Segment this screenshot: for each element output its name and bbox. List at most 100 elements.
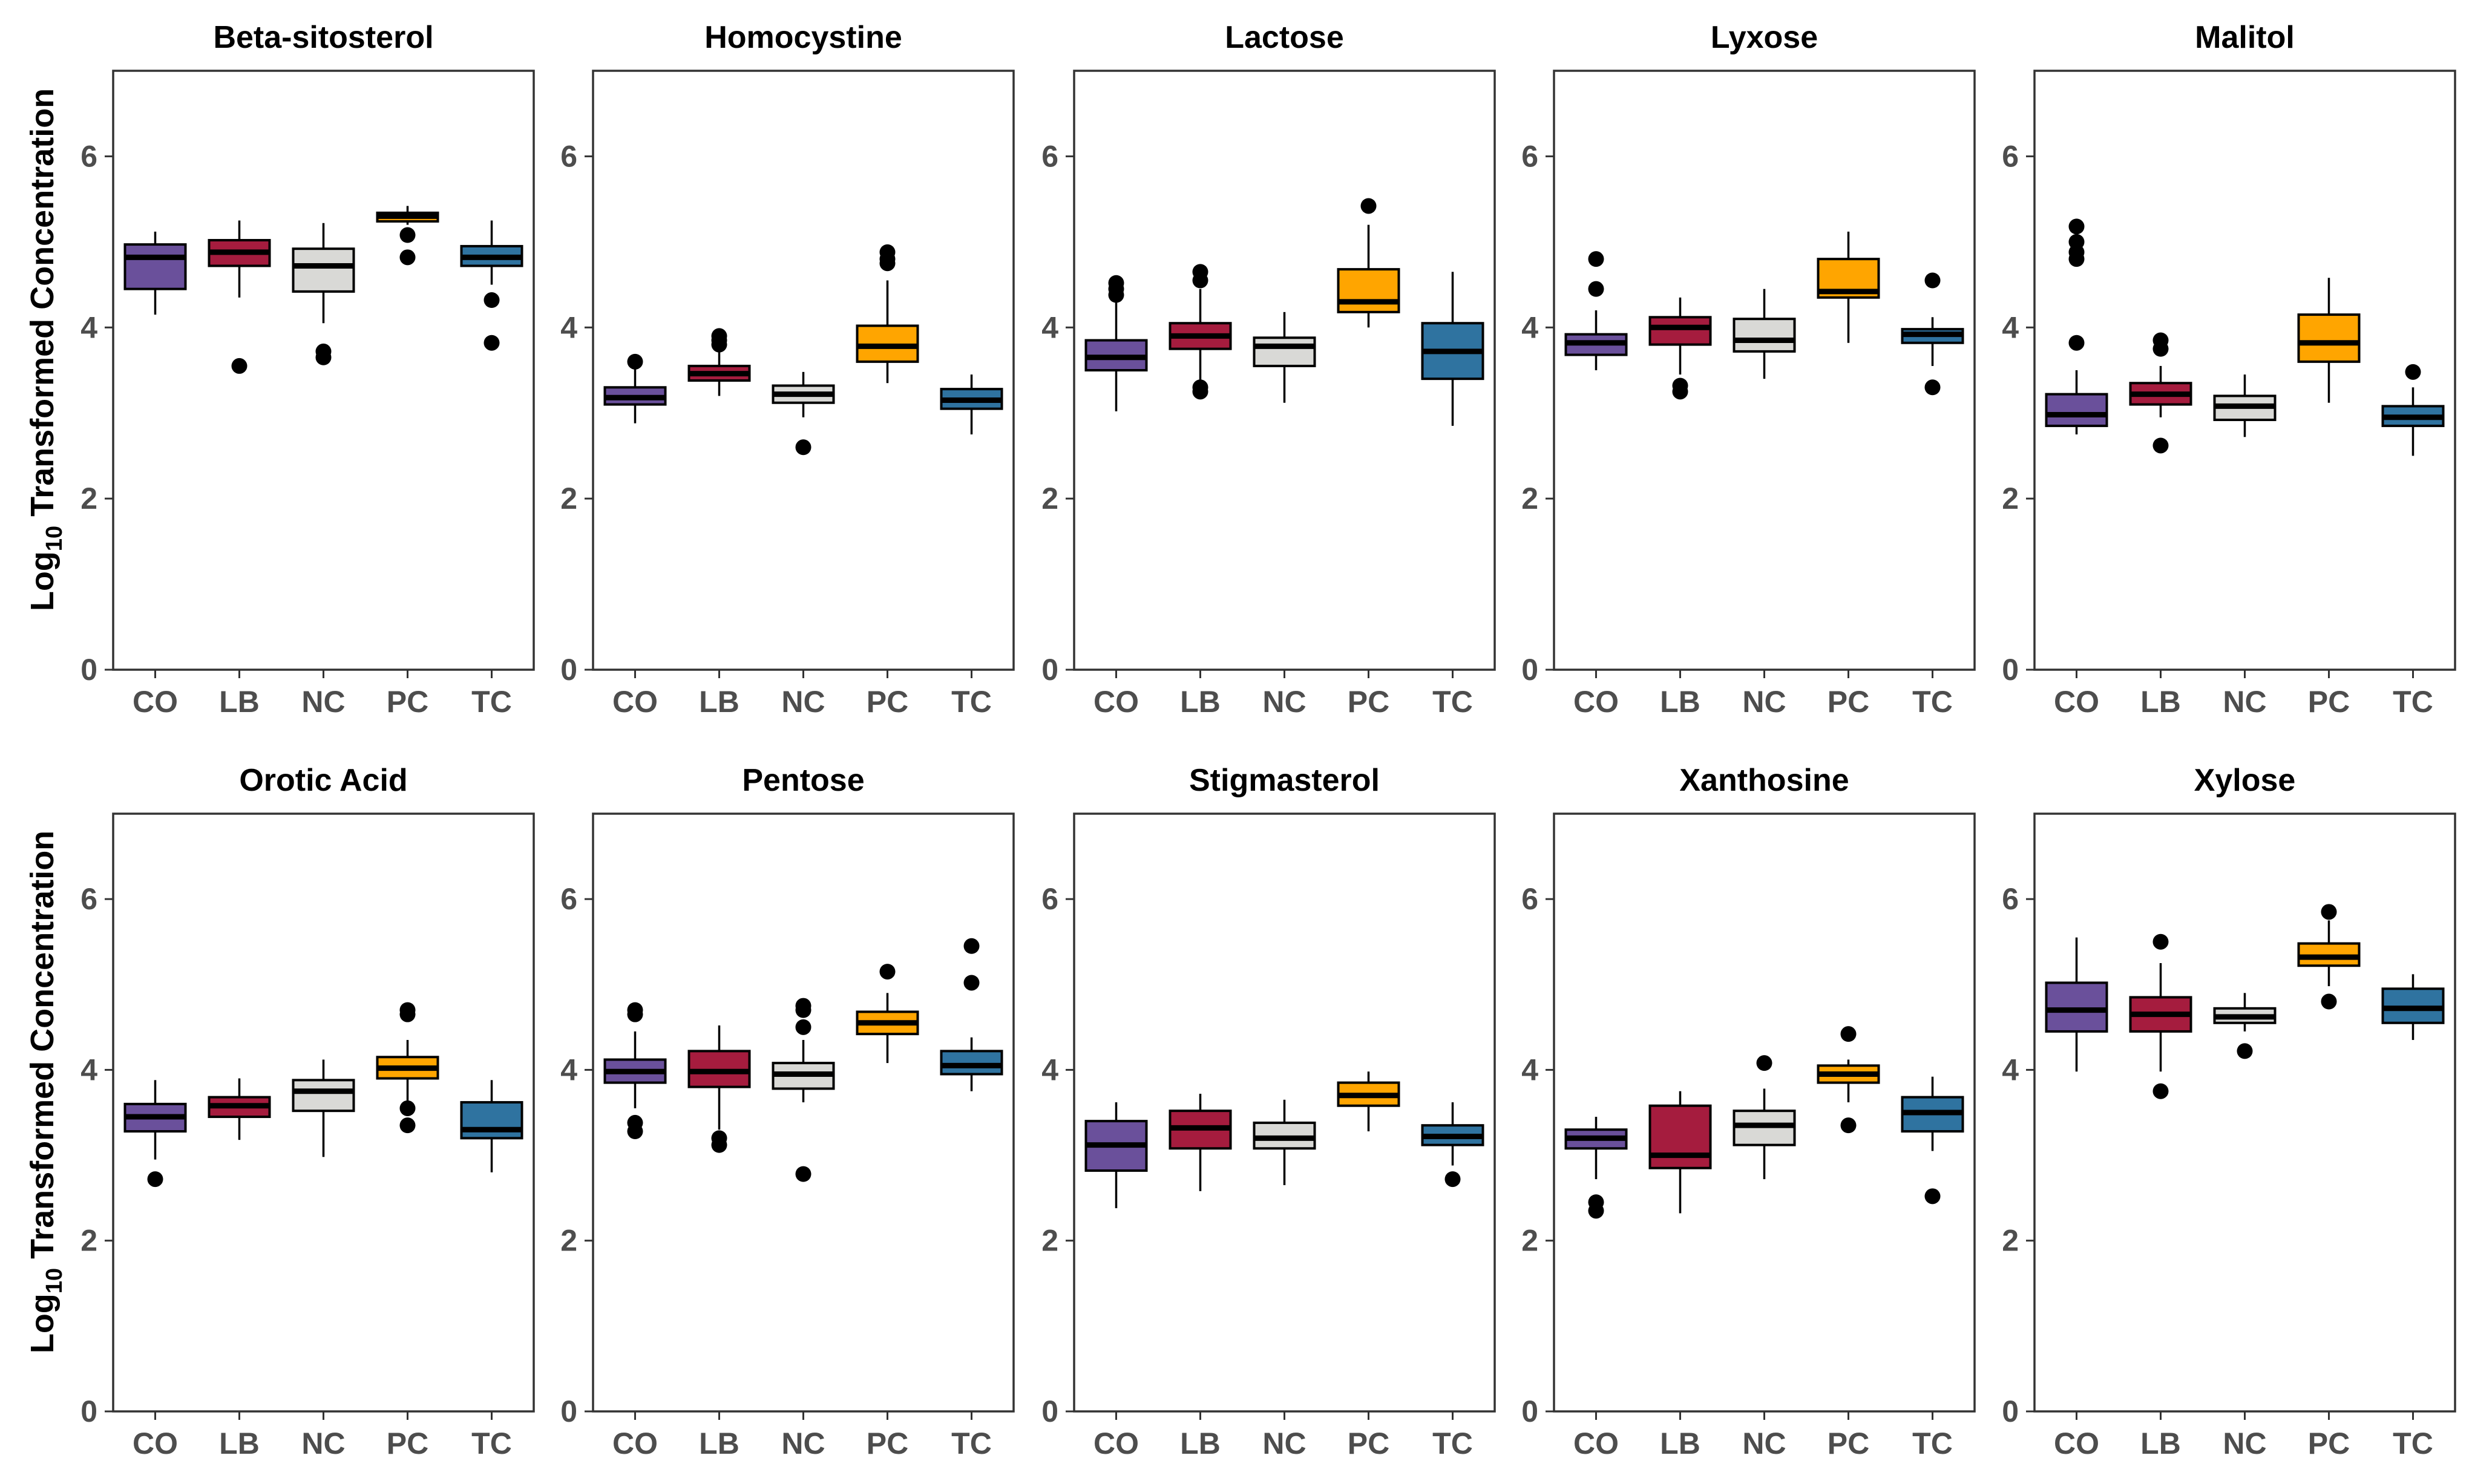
- panel-lactose: Lactose 0 2 4 6 CO LB NC PC TC: [1041, 20, 1496, 719]
- box-nc: [1733, 318, 1796, 353]
- outlier-point: [1444, 1171, 1461, 1188]
- outlier-point: [1588, 251, 1604, 267]
- x-tick-label: NC: [1742, 685, 1786, 719]
- outlier-point: [2152, 341, 2169, 357]
- y-tick-label: 4: [1521, 1053, 1538, 1087]
- outlier-point: [711, 1137, 727, 1153]
- y-tick-label: 6: [1041, 882, 1058, 916]
- panel-border: [1073, 812, 1496, 1413]
- box-nc: [292, 1079, 355, 1113]
- x-tick-label: PC: [1828, 1427, 1869, 1460]
- panel-title: Xanthosine: [1679, 763, 1849, 798]
- x-tick-label: CO: [133, 685, 178, 719]
- box-tc: [940, 1050, 1003, 1076]
- panel-title: Orotic Acid: [239, 763, 407, 798]
- outlier-point: [484, 292, 500, 309]
- y-tick-label: 6: [2002, 882, 2019, 916]
- outlier-point: [795, 1002, 811, 1018]
- outlier-point: [795, 439, 811, 456]
- panel-title: Homocystine: [704, 20, 902, 55]
- x-tick-label: TC: [1432, 1427, 1473, 1460]
- panel-pentose: Pentose 0 2 4 6 CO LB NC PC TC: [560, 763, 1015, 1460]
- x-tick-label: CO: [1573, 685, 1619, 719]
- panel-malitol: Malitol 0 2 4 6 CO LB NC PC TC: [2002, 20, 2456, 719]
- outlier-point: [795, 1019, 811, 1035]
- panel-title: Lyxose: [1711, 20, 1818, 55]
- outlier-point: [231, 358, 248, 374]
- box-pc: [1337, 268, 1400, 313]
- panel-title: Xylose: [2194, 763, 2296, 798]
- outlier-point: [2068, 335, 2085, 351]
- panel-title: Stigmasterol: [1189, 763, 1380, 798]
- outlier-point: [879, 964, 896, 980]
- y-tick-label: 4: [2002, 1053, 2019, 1087]
- x-tick-label: NC: [1262, 1427, 1306, 1460]
- box-lb: [1648, 1104, 1712, 1169]
- panel-border: [1073, 70, 1496, 671]
- outlier-point: [1192, 384, 1208, 400]
- y-tick-label: 4: [1041, 310, 1058, 344]
- y-tick-label: 4: [80, 310, 97, 344]
- x-tick-label: NC: [301, 685, 345, 719]
- outlier-point: [2405, 364, 2421, 380]
- x-tick-label: NC: [301, 1427, 345, 1460]
- outlier-point: [2152, 437, 2169, 454]
- y-tick-label: 0: [80, 1394, 97, 1428]
- outlier-point: [2321, 904, 2337, 920]
- x-tick-label: CO: [612, 1427, 658, 1460]
- x-tick-label: PC: [387, 685, 428, 719]
- x-tick-label: LB: [1180, 685, 1221, 719]
- y-tick-label: 4: [560, 1053, 577, 1087]
- box-pc: [2297, 313, 2361, 363]
- box-lb: [1648, 316, 1712, 346]
- x-tick-label: CO: [1573, 1427, 1619, 1460]
- outlier-point: [1840, 1117, 1857, 1134]
- y-tick-label: 6: [1521, 882, 1538, 916]
- x-tick-label: PC: [1828, 685, 1869, 719]
- panel-border: [112, 812, 535, 1413]
- y-tick-label: 0: [80, 653, 97, 687]
- y-tick-label: 2: [1521, 1224, 1538, 1258]
- x-tick-label: LB: [1180, 1427, 1221, 1460]
- y-tick-label: 0: [560, 1394, 577, 1428]
- y-tick-label: 0: [1041, 653, 1058, 687]
- x-tick-label: LB: [219, 685, 260, 719]
- y-tick-label: 4: [560, 310, 577, 344]
- x-tick-label: CO: [1093, 1427, 1139, 1460]
- x-tick-label: TC: [951, 685, 992, 719]
- x-tick-label: PC: [2308, 685, 2350, 719]
- x-tick-label: PC: [867, 1427, 908, 1460]
- panel-border: [1553, 812, 1976, 1413]
- outlier-point: [795, 1166, 811, 1182]
- x-tick-label: LB: [2140, 1427, 2181, 1460]
- x-tick-label: NC: [781, 1427, 825, 1460]
- panel-border: [592, 70, 1015, 671]
- panel-beta-sitosterol: Beta-sitosterol 0 2 4 6 CO LB NC PC TC: [80, 20, 535, 719]
- x-tick-label: LB: [1660, 685, 1700, 719]
- y-tick-label: 0: [1041, 1394, 1058, 1428]
- x-tick-label: NC: [1262, 685, 1306, 719]
- outlier-point: [627, 1123, 643, 1140]
- x-tick-label: LB: [699, 685, 739, 719]
- outlier-point: [399, 227, 416, 243]
- y-axis-label-top: Log10 Transformed Concentration: [24, 88, 67, 611]
- outlier-point: [2068, 218, 2085, 235]
- x-tick-label: LB: [2140, 685, 2181, 719]
- panel-border: [2033, 812, 2456, 1413]
- panel-orotic-acid: Orotic Acid 0 2 4 6 CO LB NC PC TC: [80, 763, 535, 1460]
- outlier-point: [1588, 1203, 1604, 1219]
- x-tick-label: NC: [2223, 685, 2266, 719]
- outlier-point: [1924, 379, 1941, 396]
- y-tick-label: 2: [2002, 482, 2019, 515]
- x-tick-label: NC: [781, 685, 825, 719]
- box-co: [123, 243, 187, 290]
- y-tick-label: 2: [1521, 482, 1538, 515]
- panel-homocystine: Homocystine 0 2 4 6 CO LB NC PC TC: [560, 20, 1015, 719]
- y-tick-label: 6: [80, 882, 97, 916]
- outlier-point: [484, 335, 500, 351]
- outlier-point: [627, 1006, 643, 1022]
- y-tick-label: 4: [80, 1053, 97, 1087]
- y-tick-label: 2: [1041, 1224, 1058, 1258]
